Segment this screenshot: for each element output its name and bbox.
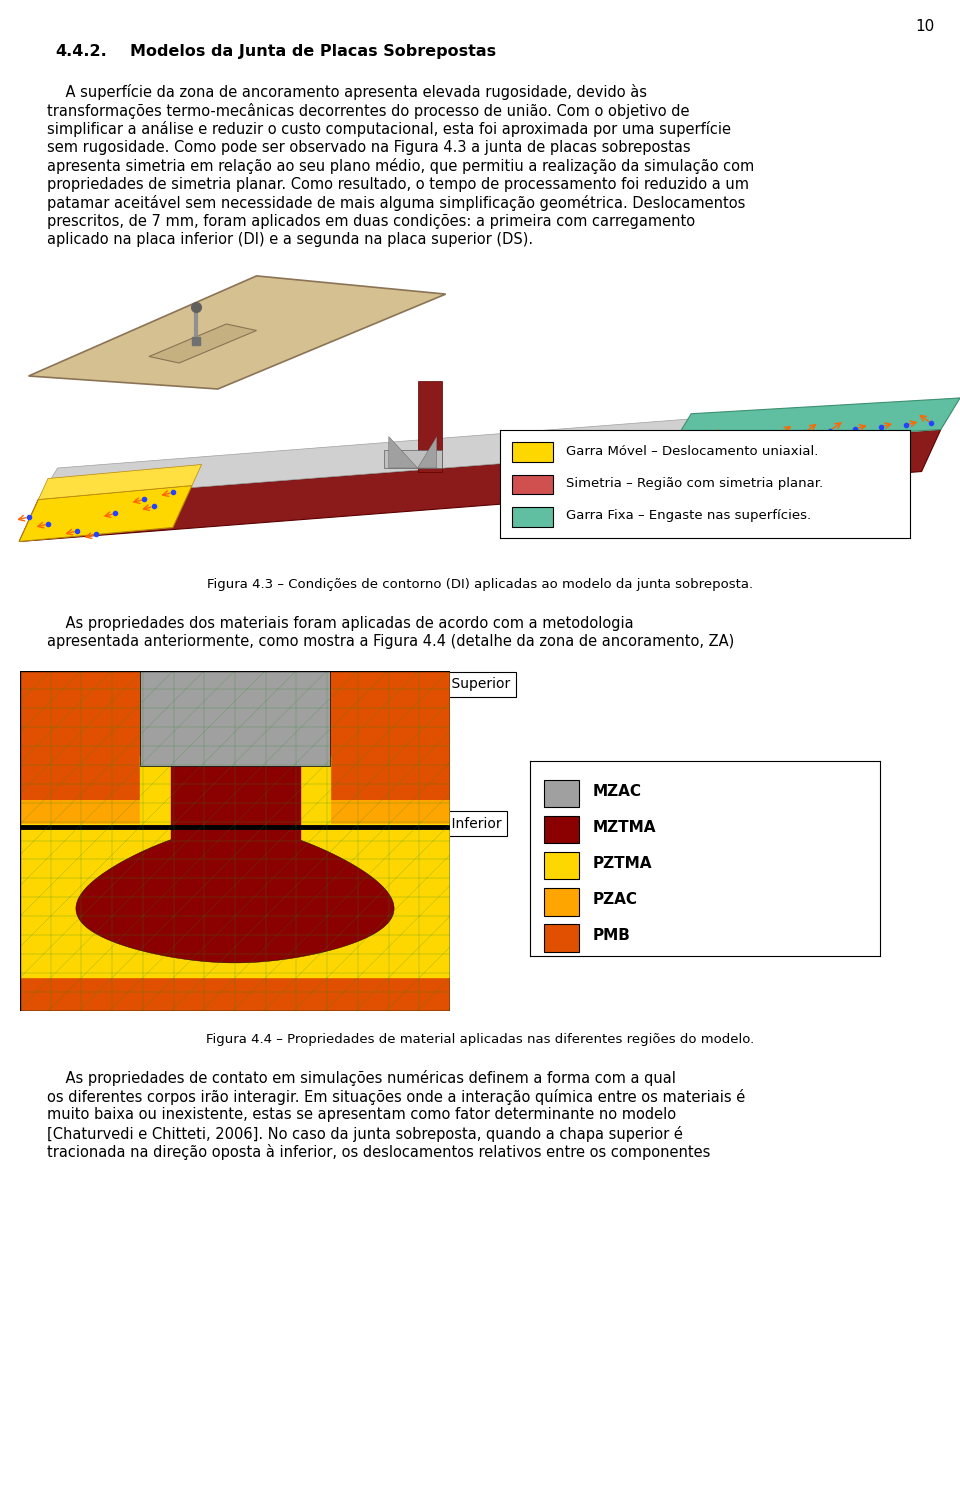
Bar — [544, 925, 579, 952]
Bar — [418, 381, 442, 472]
Polygon shape — [149, 324, 256, 363]
Polygon shape — [418, 436, 437, 468]
Text: 10: 10 — [916, 19, 935, 34]
Text: Placa Inferior: Placa Inferior — [238, 817, 502, 857]
Polygon shape — [38, 465, 202, 499]
Text: prescritos, de 7 mm, foram aplicados em duas condições: a primeira com carregame: prescritos, de 7 mm, foram aplicados em … — [47, 213, 695, 228]
Polygon shape — [672, 399, 960, 445]
Text: propriedades de simetria planar. Como resultado, o tempo de processamento foi re: propriedades de simetria planar. Como re… — [47, 177, 749, 192]
Text: simplificar a análise e reduzir o custo computacional, esta foi aproximada por u: simplificar a análise e reduzir o custo … — [47, 121, 731, 136]
Text: apresenta simetria em relação ao seu plano médio, que permitiu a realização da s: apresenta simetria em relação ao seu pla… — [47, 157, 755, 174]
Text: aplicado na placa inferior (DI) e a segunda na placa superior (DS).: aplicado na placa inferior (DI) e a segu… — [47, 232, 533, 247]
Text: [Chaturvedi e Chitteti, 2006]. No caso da junta sobreposta, quando a chapa super: [Chaturvedi e Chitteti, 2006]. No caso d… — [47, 1126, 683, 1142]
Text: Figura 4.4 – Propriedades de material aplicadas nas diferentes regiões do modelo: Figura 4.4 – Propriedades de material ap… — [205, 1033, 755, 1045]
Bar — [544, 889, 579, 916]
Text: os diferentes corpos irão interagir. Em situações onde a interação química entre: os diferentes corpos irão interagir. Em … — [47, 1088, 745, 1105]
Text: Simetria – Região com simetria planar.: Simetria – Região com simetria planar. — [565, 477, 823, 490]
Text: sem rugosidade. Como pode ser observado na Figura 4.3 a junta de placas sobrepos: sem rugosidade. Como pode ser observado … — [47, 139, 690, 154]
Text: muito baixa ou inexistente, estas se apresentam como fator determinante no model: muito baixa ou inexistente, estas se apr… — [47, 1108, 676, 1123]
Bar — [544, 815, 579, 844]
Text: PZAC: PZAC — [593, 892, 638, 907]
Text: PMB: PMB — [593, 928, 631, 943]
Polygon shape — [19, 430, 941, 541]
Bar — [513, 507, 553, 526]
Polygon shape — [171, 755, 300, 841]
Polygon shape — [38, 399, 960, 499]
Bar — [544, 851, 579, 880]
Polygon shape — [19, 486, 192, 541]
Text: Garra Móvel – Deslocamento uniaxial.: Garra Móvel – Deslocamento uniaxial. — [565, 445, 818, 457]
Polygon shape — [29, 276, 445, 390]
Text: 4.4.2.: 4.4.2. — [55, 43, 107, 58]
Text: Modelos da Junta de Placas Sobrepostas: Modelos da Junta de Placas Sobrepostas — [130, 43, 496, 58]
Polygon shape — [76, 827, 395, 962]
Text: PZTMA: PZTMA — [593, 856, 653, 871]
Bar — [513, 475, 553, 495]
Bar — [513, 442, 553, 462]
Polygon shape — [140, 755, 329, 823]
Text: transformações termo-mecânicas decorrentes do processo de união. Com o objetivo : transformações termo-mecânicas decorrent… — [47, 102, 689, 118]
Text: Placa Superior: Placa Superior — [238, 678, 511, 729]
Text: As propriedades dos materiais foram aplicadas de acordo com a metodologia: As propriedades dos materiais foram apli… — [47, 616, 634, 631]
Text: A superfície da zona de ancoramento apresenta elevada rugosidade, devido às: A superfície da zona de ancoramento apre… — [47, 84, 647, 100]
Polygon shape — [20, 823, 450, 976]
Bar — [140, 670, 329, 766]
Text: As propriedades de contato em simulações numéricas definem a forma com a qual: As propriedades de contato em simulações… — [47, 1070, 676, 1087]
Text: Garra Fixa – Engaste nas superfícies.: Garra Fixa – Engaste nas superfícies. — [565, 510, 811, 523]
Polygon shape — [389, 436, 418, 468]
Text: apresentada anteriormente, como mostra a Figura 4.4 (detalhe da zona de ancorame: apresentada anteriormente, como mostra a… — [47, 634, 734, 649]
Text: patamar aceitável sem necessidade de mais alguma simplificação geométrica. Deslo: patamar aceitável sem necessidade de mai… — [47, 195, 745, 211]
Text: MZAC: MZAC — [593, 784, 642, 799]
Bar — [20, 799, 450, 976]
Bar — [544, 779, 579, 808]
Text: tracionada na direção oposta à inferior, os deslocamentos relativos entre os com: tracionada na direção oposta à inferior,… — [47, 1145, 710, 1160]
Text: MZTMA: MZTMA — [593, 820, 657, 835]
Text: Figura 4.3 – Condições de contorno (DI) aplicadas ao modelo da junta sobreposta.: Figura 4.3 – Condições de contorno (DI) … — [207, 577, 753, 591]
Polygon shape — [384, 451, 442, 468]
